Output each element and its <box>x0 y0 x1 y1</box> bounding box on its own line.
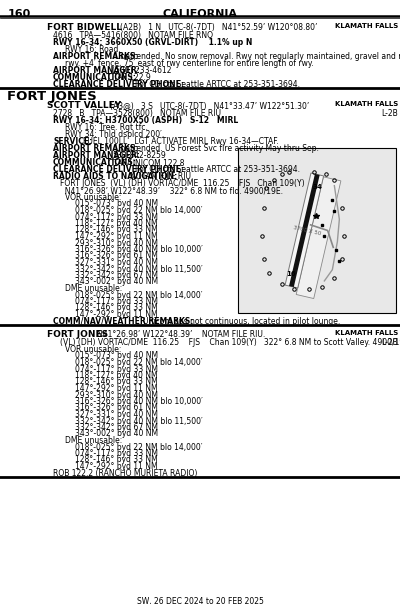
Text: NOTAM FILE RIU.: NOTAM FILE RIU. <box>130 172 193 181</box>
Text: 332°-342° byd 40 NM blo 11,500′: 332°-342° byd 40 NM blo 11,500′ <box>75 265 203 274</box>
Text: FORT JONES: FORT JONES <box>47 330 108 339</box>
Text: 316°-326° byd 61 NM: 316°-326° byd 61 NM <box>75 251 158 260</box>
Text: DME unusable:: DME unusable: <box>65 284 122 293</box>
Text: 2728   B   TPA—3528(800)   NOTAM FILE RIU: 2728 B TPA—3528(800) NOTAM FILE RIU <box>53 109 221 118</box>
Text: 074°-117° byd 33 NM: 074°-117° byd 33 NM <box>75 297 158 306</box>
Text: 015°-073° byd 40 NM: 015°-073° byd 40 NM <box>75 199 158 208</box>
Bar <box>285 173 324 288</box>
Text: 327°-331° byd 40 NM: 327°-331° byd 40 NM <box>75 410 158 419</box>
Text: RWY 16-34: 3660X50 (GRVL-DIRT)    1.1% up N: RWY 16-34: 3660X50 (GRVL-DIRT) 1.1% up N <box>53 38 252 47</box>
Text: CTAF 122.9: CTAF 122.9 <box>108 73 151 82</box>
Text: 316°-326° byd 40 NM blo 10,000′: 316°-326° byd 40 NM blo 10,000′ <box>75 245 203 254</box>
Text: 332°-342° byd 67 NM: 332°-342° byd 67 NM <box>75 271 158 280</box>
Text: (A3@)   3 S   UTC-8(-7DT)   N41°33.47’ W122°51.30’: (A3@) 3 S UTC-8(-7DT) N41°33.47’ W122°51… <box>110 101 309 110</box>
Text: 530-842-8259: 530-842-8259 <box>112 151 166 160</box>
Bar <box>296 177 341 298</box>
Text: FORT JONES  (VL) (DH) VORTAC/DME  116.25    FJS   Chan 109(Y): FORT JONES (VL) (DH) VORTAC/DME 116.25 F… <box>60 179 305 188</box>
Text: 018°-025° byd 22 NM blo 14,000′: 018°-025° byd 22 NM blo 14,000′ <box>75 291 202 300</box>
Text: AIRPORT REMARKS:: AIRPORT REMARKS: <box>53 144 138 153</box>
Text: Unattended. US Forest Svc fire activity May thru Sep.: Unattended. US Forest Svc fire activity … <box>115 144 319 153</box>
Text: L-2B: L-2B <box>381 109 398 118</box>
Text: (VL) (DH) VORTAC/DME  116.25    FJS    Chan 109(Y)   322° 6.8 NM to Scott Valley: (VL) (DH) VORTAC/DME 116.25 FJS Chan 109… <box>60 338 400 347</box>
Text: 293°-310° byd 40 NM: 293°-310° byd 40 NM <box>75 391 158 399</box>
Text: 128°-146° byd 33 NM: 128°-146° byd 33 NM <box>75 225 158 234</box>
Text: 128°-146° byd 33 NM: 128°-146° byd 33 NM <box>75 303 158 312</box>
Text: 118°-127° byd 40 NM: 118°-127° byd 40 NM <box>75 219 158 228</box>
Text: Unattended. No snow removal. Rwy not regularly maintained, gravel and rocks up t: Unattended. No snow removal. Rwy not reg… <box>115 52 400 61</box>
Text: 327°-331° byd 40 NM: 327°-331° byd 40 NM <box>75 258 158 267</box>
Text: COMMUNICATIONS:: COMMUNICATIONS: <box>53 158 137 167</box>
Text: AIRPORT MANAGER:: AIRPORT MANAGER: <box>53 151 140 160</box>
Text: 316°-326° byd 61 NM: 316°-326° byd 61 NM <box>75 403 158 413</box>
Text: RWY 16: Tree. Rgt tfc.: RWY 16: Tree. Rgt tfc. <box>65 123 148 132</box>
Text: 316°-326° byd 40 NM blo 10,000′: 316°-326° byd 40 NM blo 10,000′ <box>75 397 203 406</box>
Text: SW, 26 DEC 2024 to 20 FEB 2025: SW, 26 DEC 2024 to 20 FEB 2025 <box>136 597 264 604</box>
Text: 147°-292° byd 11 NM: 147°-292° byd 11 NM <box>75 232 158 241</box>
Text: 128°-146° byd 33 NM: 128°-146° byd 33 NM <box>75 455 158 464</box>
Text: SERVICE:: SERVICE: <box>53 137 92 146</box>
Text: KLAMATH FALLS: KLAMATH FALLS <box>335 101 398 107</box>
Text: RWY 34: Thld dsplcd 200′.: RWY 34: Thld dsplcd 200′. <box>65 130 164 139</box>
Text: FORT JONES: FORT JONES <box>7 90 97 103</box>
Text: KLAMATH FALLS: KLAMATH FALLS <box>335 23 398 29</box>
Text: CLEARANCE DELIVERY PHONE:: CLEARANCE DELIVERY PHONE: <box>53 80 184 89</box>
Text: (A2B)   1 N   UTC-8(-7DT)   N41°52.59’ W120°08.80’: (A2B) 1 N UTC-8(-7DT) N41°52.59’ W120°08… <box>120 23 317 32</box>
Text: 160: 160 <box>8 9 31 19</box>
Text: COMM/NAV/WEATHER REMARKS:: COMM/NAV/WEATHER REMARKS: <box>53 317 193 326</box>
Text: SCOTT VALLEY: SCOTT VALLEY <box>47 101 121 110</box>
Text: N41°26.98’ W122°48.39’    NOTAM FILE RIU.: N41°26.98’ W122°48.39’ NOTAM FILE RIU. <box>97 330 265 339</box>
Text: 015°-073° byd 40 NM: 015°-073° byd 40 NM <box>75 352 158 361</box>
Text: KLAMATH FALLS: KLAMATH FALLS <box>335 330 398 336</box>
Text: For CD ctc Seattle ARTCC at 253-351-3694.: For CD ctc Seattle ARTCC at 253-351-3694… <box>135 165 300 174</box>
Text: 118°-127° byd 40 NM: 118°-127° byd 40 NM <box>75 371 158 380</box>
Text: Unicom ops not continuous, located in pilot lounge.: Unicom ops not continuous, located in pi… <box>143 317 340 326</box>
Text: RWY 16-34: H3700X50 (ASPH)   S-12   MIRL: RWY 16-34: H3700X50 (ASPH) S-12 MIRL <box>53 116 238 125</box>
Text: 074°-117° byd 33 NM: 074°-117° byd 33 NM <box>75 449 158 458</box>
Text: 074°-117° byd 33 NM: 074°-117° byd 33 NM <box>75 213 158 222</box>
Text: 343°-002° byd 40 NM: 343°-002° byd 40 NM <box>75 277 158 286</box>
Text: RWY 16: Road.: RWY 16: Road. <box>65 45 121 54</box>
Text: 147°-292° byd 11 NM: 147°-292° byd 11 NM <box>75 384 158 393</box>
Text: 018°-025° byd 22 NM blo 14,000′: 018°-025° byd 22 NM blo 14,000′ <box>75 206 202 215</box>
Text: DME unusable:: DME unusable: <box>65 436 122 445</box>
Text: 128°-146° byd 33 NM: 128°-146° byd 33 NM <box>75 378 158 387</box>
Bar <box>238 148 396 313</box>
Text: CALIFORNIA: CALIFORNIA <box>162 9 238 19</box>
Text: 147°-292° byd 11 NM: 147°-292° byd 11 NM <box>75 310 158 319</box>
Text: L-2B: L-2B <box>381 338 398 347</box>
Text: COMMUNICATIONS:: COMMUNICATIONS: <box>53 73 137 82</box>
Text: 3700 X 50: 3700 X 50 <box>293 225 322 236</box>
Text: 332°-342° byd 67 NM: 332°-342° byd 67 NM <box>75 423 158 432</box>
Text: 074°-117° byd 33 NM: 074°-117° byd 33 NM <box>75 364 158 373</box>
Text: RADIO AIDS TO NAVIGATION:: RADIO AIDS TO NAVIGATION: <box>53 172 177 181</box>
Text: CLEARANCE DELIVERY PHONE:: CLEARANCE DELIVERY PHONE: <box>53 165 184 174</box>
Text: VOR unusable:: VOR unusable: <box>65 193 121 202</box>
Text: rwy. +4′ fence, 75′ east of rwy centerline for entire length of rwy.: rwy. +4′ fence, 75′ east of rwy centerli… <box>65 59 314 68</box>
Text: 343°-002° byd 40 NM: 343°-002° byd 40 NM <box>75 429 158 439</box>
Text: ROB 122.2 (RANCHO MURIETA RADIO): ROB 122.2 (RANCHO MURIETA RADIO) <box>53 469 197 478</box>
Text: AIRPORT REMARKS:: AIRPORT REMARKS: <box>53 52 138 61</box>
Text: FUEL 100LL   LGT ACTIVATE MIRL Rwy 16-34—CTAF.: FUEL 100LL LGT ACTIVATE MIRL Rwy 16-34—C… <box>83 137 279 146</box>
Text: 147°-292° byd 11 NM: 147°-292° byd 11 NM <box>75 462 158 471</box>
Text: (530) 233-4612: (530) 233-4612 <box>112 66 172 75</box>
Text: 4616   TPA—5416(800)   NOTAM FILE RNO: 4616 TPA—5416(800) NOTAM FILE RNO <box>53 31 213 40</box>
Text: 16: 16 <box>286 271 296 277</box>
Text: N41°26.98’ W122°48.39’    322° 6.8 NM to fld. 4900/19E.: N41°26.98’ W122°48.39’ 322° 6.8 NM to fl… <box>60 186 283 195</box>
Text: 34: 34 <box>312 184 322 190</box>
Text: 018°-025° byd 22 NM blo 14,000′: 018°-025° byd 22 NM blo 14,000′ <box>75 358 202 367</box>
Text: FORT BIDWELL: FORT BIDWELL <box>47 23 122 32</box>
Text: 293°-310° byd 40 NM: 293°-310° byd 40 NM <box>75 239 158 248</box>
Text: 332°-342° byd 40 NM blo 11,500′: 332°-342° byd 40 NM blo 11,500′ <box>75 417 203 425</box>
Text: VOR unusable:: VOR unusable: <box>65 345 121 354</box>
Text: AIRPORT MANAGER:: AIRPORT MANAGER: <box>53 66 140 75</box>
Text: CTAF/UNICOM 122.8: CTAF/UNICOM 122.8 <box>108 158 184 167</box>
Text: For CD ctc Seattle ARTCC at 253-351-3694.: For CD ctc Seattle ARTCC at 253-351-3694… <box>135 80 300 89</box>
Text: 018°-025° byd 22 NM blo 14,000′: 018°-025° byd 22 NM blo 14,000′ <box>75 443 202 452</box>
